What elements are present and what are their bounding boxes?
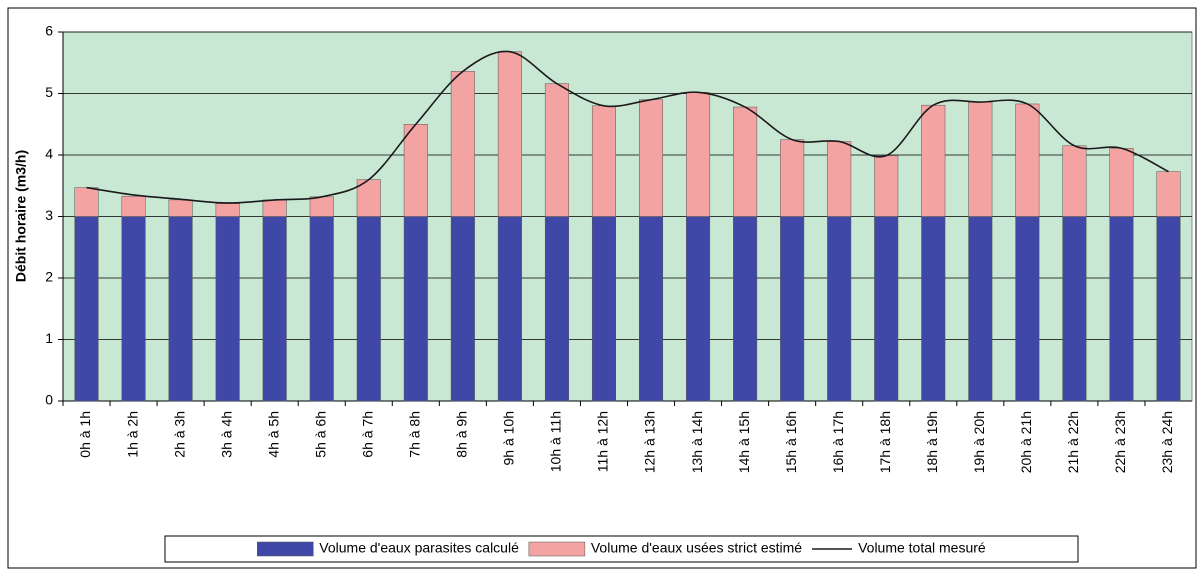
bar-segment <box>262 216 287 402</box>
bar-segment <box>921 216 946 402</box>
bar-segment <box>921 104 946 217</box>
bar-segment <box>215 203 240 217</box>
bar-segment <box>827 216 852 402</box>
bar-segment <box>1109 216 1134 402</box>
bar-segment <box>168 216 193 402</box>
x-tick-label: 22h à 23h <box>1112 411 1128 473</box>
x-tick-label: 1h à 2h <box>124 411 140 458</box>
bar-segment <box>639 99 664 217</box>
x-tick-label: 21h à 22h <box>1065 411 1081 473</box>
bar-segment <box>874 216 899 402</box>
x-tick-label: 14h à 15h <box>736 411 752 473</box>
y-tick-label: 4 <box>45 146 53 162</box>
y-tick-label: 3 <box>45 207 53 223</box>
x-tick-label: 8h à 9h <box>454 411 470 458</box>
bar-segment <box>968 101 993 217</box>
bar-segment <box>1109 147 1134 217</box>
legend-swatch <box>528 541 586 557</box>
bar-segment <box>544 216 569 402</box>
bar-segment <box>733 216 758 402</box>
bar-segment <box>591 105 616 217</box>
y-axis-label: Débit horaire (m3/h) <box>13 150 29 282</box>
x-tick-label: 7h à 8h <box>407 411 423 458</box>
bar-segment <box>74 216 99 402</box>
bar-segment <box>544 83 569 217</box>
x-tick-label: 0h à 1h <box>77 411 93 458</box>
bar-segment <box>1062 145 1087 217</box>
x-tick-label: 19h à 20h <box>971 411 987 473</box>
bar-segment <box>356 216 381 402</box>
bar-segment <box>733 106 758 217</box>
bar-segment <box>262 199 287 217</box>
bar-segment <box>309 196 334 217</box>
bar-segment <box>450 216 475 402</box>
bar-segment <box>497 216 522 402</box>
line <box>86 50 1169 204</box>
bar-segment <box>686 92 711 217</box>
x-tick-label: 9h à 10h <box>501 411 517 466</box>
x-tick-label: 4h à 5h <box>265 411 281 458</box>
x-tick-label: 13h à 14h <box>689 411 705 473</box>
bar-segment <box>497 51 522 217</box>
y-tick-label: 6 <box>45 23 53 39</box>
bar-segment <box>1156 216 1181 402</box>
bar-segment <box>827 141 852 217</box>
x-tick-label: 15h à 16h <box>783 411 799 473</box>
legend-label: Volume d'eaux usées strict estimé <box>591 540 802 556</box>
x-tick-label: 3h à 4h <box>218 411 234 458</box>
y-tick-label: 2 <box>45 269 53 285</box>
x-tick-label: 17h à 18h <box>877 411 893 473</box>
x-tick-label: 11h à 12h <box>595 411 611 472</box>
bar-segment <box>686 216 711 402</box>
bar-segment <box>403 216 428 402</box>
x-tick-label: 2h à 3h <box>171 411 187 458</box>
bar-segment <box>874 155 899 217</box>
bar-segment <box>1015 216 1040 402</box>
bar-segment <box>121 195 146 217</box>
x-tick-label: 10h à 11h <box>548 411 564 472</box>
bar-segment <box>215 216 240 402</box>
x-tick-label: 20h à 21h <box>1018 411 1034 473</box>
bar-segment <box>168 199 193 217</box>
y-tick-label: 1 <box>45 330 53 346</box>
bar-segment <box>1156 171 1181 217</box>
bar-segment <box>309 216 334 402</box>
bar-segment <box>968 216 993 402</box>
x-tick-label: 6h à 7h <box>359 411 375 458</box>
legend-label: Volume total mesuré <box>858 540 986 556</box>
bar-segment <box>780 216 805 402</box>
bar-segment <box>591 216 616 402</box>
bar-segment <box>74 187 99 217</box>
legend-label: Volume d'eaux parasites calculé <box>319 540 519 556</box>
bar-segment <box>780 139 805 217</box>
x-tick-label: 12h à 13h <box>642 411 658 473</box>
bar-segment <box>403 124 428 217</box>
x-tick-label: 16h à 17h <box>830 411 846 473</box>
bar-segment <box>450 71 475 217</box>
bar-segment <box>1015 103 1040 217</box>
y-tick-label: 0 <box>45 392 53 408</box>
legend-swatch <box>257 541 314 557</box>
x-tick-label: 18h à 19h <box>924 411 940 473</box>
legend-box <box>164 535 1079 563</box>
x-tick-label: 23h à 24h <box>1159 411 1175 473</box>
x-tick-label: 5h à 6h <box>312 411 328 458</box>
y-tick-label: 5 <box>45 84 53 100</box>
bar-segment <box>639 216 664 402</box>
bar-segment <box>121 216 146 402</box>
bar-segment <box>1062 216 1087 402</box>
